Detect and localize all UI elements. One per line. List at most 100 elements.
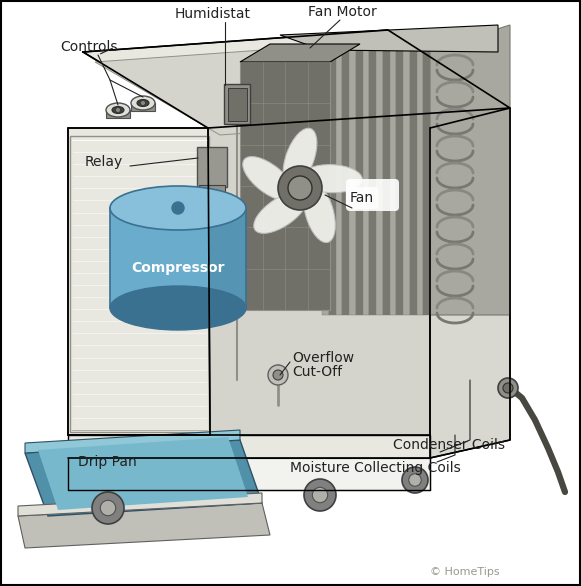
Polygon shape bbox=[110, 208, 246, 308]
Polygon shape bbox=[72, 418, 207, 430]
Polygon shape bbox=[68, 128, 210, 435]
Ellipse shape bbox=[283, 128, 317, 188]
Polygon shape bbox=[410, 50, 417, 315]
Polygon shape bbox=[396, 50, 403, 315]
Polygon shape bbox=[68, 435, 430, 458]
Polygon shape bbox=[280, 25, 498, 52]
FancyBboxPatch shape bbox=[228, 87, 246, 121]
Polygon shape bbox=[335, 50, 342, 315]
Polygon shape bbox=[72, 298, 207, 309]
Circle shape bbox=[313, 488, 328, 503]
Polygon shape bbox=[72, 285, 207, 297]
Polygon shape bbox=[72, 165, 207, 176]
Circle shape bbox=[172, 202, 184, 214]
Text: Compressor: Compressor bbox=[131, 261, 225, 275]
Ellipse shape bbox=[243, 156, 295, 200]
Polygon shape bbox=[240, 44, 360, 62]
Polygon shape bbox=[403, 50, 410, 315]
Polygon shape bbox=[106, 110, 130, 118]
Polygon shape bbox=[38, 437, 248, 510]
Polygon shape bbox=[72, 152, 207, 163]
Polygon shape bbox=[72, 334, 207, 345]
Ellipse shape bbox=[254, 192, 307, 233]
Polygon shape bbox=[72, 346, 207, 357]
Circle shape bbox=[268, 365, 288, 385]
Polygon shape bbox=[18, 503, 270, 548]
Polygon shape bbox=[95, 42, 498, 135]
Polygon shape bbox=[72, 382, 207, 393]
Ellipse shape bbox=[106, 103, 130, 117]
Ellipse shape bbox=[137, 100, 149, 107]
Polygon shape bbox=[349, 50, 356, 315]
Polygon shape bbox=[240, 62, 330, 310]
FancyBboxPatch shape bbox=[346, 179, 399, 211]
Text: Condenser Coils: Condenser Coils bbox=[393, 438, 505, 452]
Polygon shape bbox=[72, 177, 207, 188]
FancyBboxPatch shape bbox=[224, 84, 250, 124]
Ellipse shape bbox=[110, 186, 246, 230]
Polygon shape bbox=[363, 50, 370, 315]
Circle shape bbox=[498, 378, 518, 398]
Circle shape bbox=[304, 479, 336, 511]
Polygon shape bbox=[322, 50, 329, 315]
Text: Controls: Controls bbox=[60, 40, 117, 54]
Text: Cut-Off: Cut-Off bbox=[292, 365, 342, 379]
Circle shape bbox=[409, 473, 421, 486]
Polygon shape bbox=[72, 213, 207, 224]
Ellipse shape bbox=[303, 182, 335, 243]
Ellipse shape bbox=[300, 165, 363, 193]
Circle shape bbox=[101, 500, 116, 516]
Polygon shape bbox=[72, 370, 207, 381]
Text: Fan Motor: Fan Motor bbox=[308, 5, 376, 19]
Text: © HomeTips: © HomeTips bbox=[430, 567, 500, 577]
FancyBboxPatch shape bbox=[197, 147, 227, 187]
Polygon shape bbox=[72, 274, 207, 284]
FancyBboxPatch shape bbox=[199, 185, 225, 207]
Polygon shape bbox=[72, 322, 207, 333]
Polygon shape bbox=[72, 406, 207, 417]
Polygon shape bbox=[72, 141, 207, 152]
Polygon shape bbox=[72, 189, 207, 200]
Circle shape bbox=[141, 101, 145, 105]
Polygon shape bbox=[68, 458, 430, 490]
Polygon shape bbox=[356, 50, 363, 315]
Polygon shape bbox=[72, 237, 207, 248]
Polygon shape bbox=[383, 50, 389, 315]
Polygon shape bbox=[72, 225, 207, 236]
Text: Relay: Relay bbox=[85, 155, 123, 169]
Polygon shape bbox=[423, 50, 430, 315]
Ellipse shape bbox=[112, 107, 124, 114]
Polygon shape bbox=[18, 493, 262, 516]
Polygon shape bbox=[329, 50, 335, 315]
Polygon shape bbox=[208, 208, 246, 308]
Polygon shape bbox=[72, 309, 207, 321]
Polygon shape bbox=[376, 50, 383, 315]
Polygon shape bbox=[25, 440, 262, 516]
Polygon shape bbox=[389, 50, 396, 315]
Text: Overflow: Overflow bbox=[292, 351, 354, 365]
Circle shape bbox=[503, 383, 513, 393]
Polygon shape bbox=[25, 430, 240, 453]
Polygon shape bbox=[72, 249, 207, 260]
Polygon shape bbox=[430, 108, 510, 458]
Polygon shape bbox=[72, 201, 207, 212]
Polygon shape bbox=[83, 30, 510, 128]
Circle shape bbox=[273, 370, 283, 380]
Polygon shape bbox=[208, 128, 430, 435]
Polygon shape bbox=[72, 261, 207, 272]
Ellipse shape bbox=[110, 286, 246, 330]
Circle shape bbox=[278, 166, 322, 210]
Text: Moisture Collecting Coils: Moisture Collecting Coils bbox=[290, 461, 461, 475]
Text: Fan: Fan bbox=[350, 191, 374, 205]
Circle shape bbox=[116, 107, 120, 113]
Polygon shape bbox=[131, 103, 155, 111]
Circle shape bbox=[288, 176, 312, 200]
Circle shape bbox=[92, 492, 124, 524]
Polygon shape bbox=[417, 50, 423, 315]
Text: Drip Pan: Drip Pan bbox=[78, 455, 137, 469]
Polygon shape bbox=[72, 358, 207, 369]
Polygon shape bbox=[342, 50, 349, 315]
Text: Humidistat: Humidistat bbox=[175, 7, 251, 21]
Circle shape bbox=[402, 467, 428, 493]
Polygon shape bbox=[72, 394, 207, 406]
